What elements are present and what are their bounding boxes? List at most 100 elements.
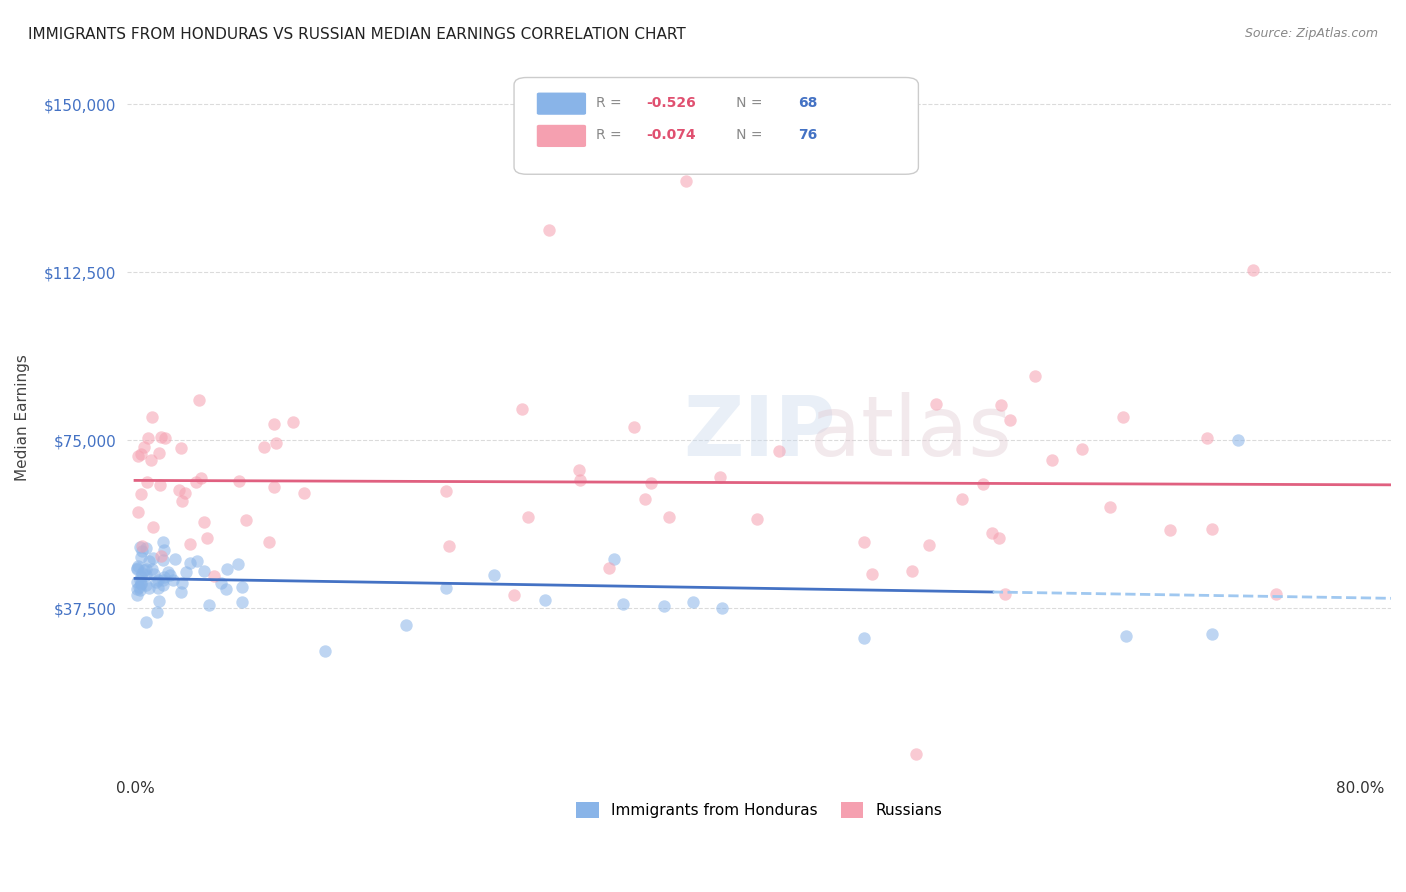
Point (862, 566, 884, 581)
Point (215, 582, 238, 596)
Point (981, 525, 1004, 540)
Point (139, 453, 162, 467)
Point (152, 578, 174, 592)
Point (129, 575, 152, 590)
Point (1040, 453, 1063, 467)
Point (134, 563, 156, 577)
Point (146, 581, 169, 595)
Point (150, 549, 173, 564)
Point (142, 519, 165, 533)
Point (1265, 587, 1288, 601)
Point (127, 582, 149, 597)
Point (149, 478, 172, 492)
Point (135, 541, 157, 555)
Point (925, 397, 948, 411)
Point (173, 486, 195, 500)
Point (125, 562, 148, 576)
Point (135, 615, 157, 630)
Point (170, 584, 193, 599)
Text: 76: 76 (799, 128, 818, 142)
Y-axis label: Median Earnings: Median Earnings (15, 354, 30, 482)
Text: R =: R = (596, 128, 626, 142)
Point (283, 415, 305, 429)
Point (146, 605, 169, 619)
Point (252, 440, 274, 454)
FancyBboxPatch shape (537, 125, 586, 147)
Point (193, 516, 215, 530)
Point (1115, 629, 1137, 643)
Text: -0.074: -0.074 (647, 128, 696, 142)
Point (135, 562, 157, 576)
Text: N =: N = (723, 95, 766, 110)
Point (292, 486, 315, 500)
Point (395, 618, 418, 632)
Point (129, 447, 152, 461)
Point (1159, 523, 1181, 537)
Point (129, 486, 152, 500)
Point (138, 581, 160, 595)
Point (217, 562, 239, 576)
Point (165, 551, 187, 566)
Point (226, 558, 249, 572)
Point (682, 595, 704, 609)
Point (918, 538, 941, 552)
Point (235, 513, 257, 527)
Point (263, 480, 285, 494)
Point (990, 398, 1012, 412)
Point (141, 409, 163, 424)
Point (675, 173, 697, 187)
Point (152, 573, 174, 587)
Point (195, 532, 218, 546)
Point (146, 573, 169, 587)
Text: IMMIGRANTS FROM HONDURAS VS RUSSIAN MEDIAN EARNINGS CORRELATION CHART: IMMIGRANTS FROM HONDURAS VS RUSSIAN MEDI… (28, 27, 686, 42)
Point (1226, 434, 1249, 448)
Point (193, 565, 215, 579)
Point (710, 600, 733, 615)
Point (132, 440, 155, 454)
Text: -0.526: -0.526 (647, 95, 696, 110)
Point (129, 574, 152, 588)
Point (125, 574, 148, 589)
Point (652, 599, 675, 613)
Point (1070, 442, 1092, 456)
Point (152, 552, 174, 566)
Point (138, 554, 160, 568)
Point (569, 473, 592, 487)
Text: Source: ZipAtlas.com: Source: ZipAtlas.com (1244, 27, 1378, 40)
Point (127, 558, 149, 573)
Point (131, 566, 153, 581)
Point (231, 580, 253, 594)
Point (510, 402, 533, 417)
Point (537, 223, 560, 237)
Point (127, 505, 149, 519)
Point (179, 537, 201, 551)
Point (129, 577, 152, 591)
Point (135, 568, 157, 582)
Point (623, 419, 645, 434)
Point (170, 494, 193, 508)
Point (174, 565, 197, 579)
Point (190, 471, 212, 485)
Point (905, 747, 928, 761)
Point (768, 443, 790, 458)
Point (136, 431, 159, 445)
Point (1024, 369, 1046, 384)
Point (502, 587, 524, 601)
Point (434, 483, 457, 498)
Point (129, 549, 152, 564)
Point (950, 492, 973, 507)
Point (987, 531, 1010, 545)
Point (709, 470, 731, 484)
Point (534, 593, 557, 607)
Point (994, 587, 1017, 601)
Point (745, 512, 768, 526)
Point (186, 475, 208, 490)
Point (1099, 500, 1122, 515)
Point (598, 561, 620, 575)
Point (972, 476, 994, 491)
Point (186, 554, 208, 568)
Point (145, 574, 167, 589)
Point (167, 483, 190, 497)
Point (1195, 431, 1218, 445)
Point (202, 568, 225, 582)
